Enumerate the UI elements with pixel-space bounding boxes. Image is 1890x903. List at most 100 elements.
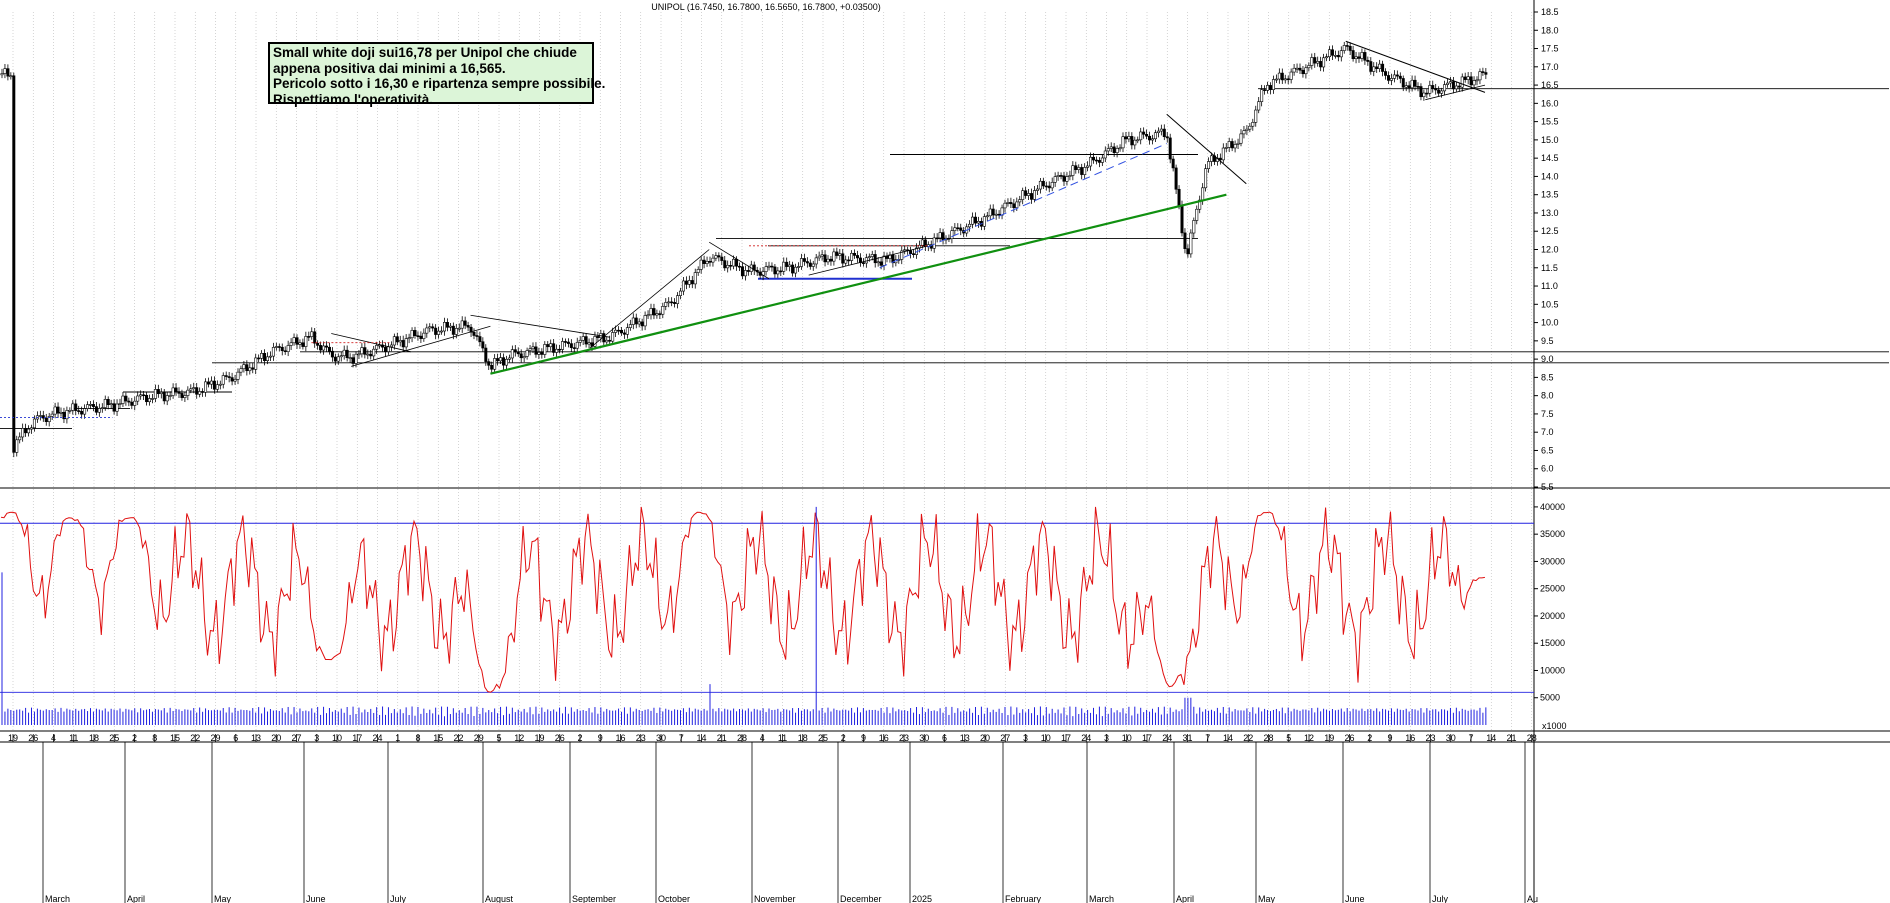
x-day-label: 31 xyxy=(1182,733,1192,743)
candle-body xyxy=(1257,101,1261,111)
x-day-label: 10 xyxy=(1122,733,1132,743)
candle-body xyxy=(295,337,299,345)
x-day-label: 8 xyxy=(152,733,157,743)
candle-body xyxy=(596,336,600,338)
candle-body xyxy=(1446,82,1450,85)
candle-body xyxy=(811,263,815,267)
candle-body xyxy=(248,367,252,372)
candle-body xyxy=(286,345,290,352)
candle-body xyxy=(192,387,196,390)
candle-body xyxy=(183,395,187,398)
x-month-label: September xyxy=(572,894,616,903)
candle-body xyxy=(153,389,157,399)
x-day-label: 4 xyxy=(760,733,765,743)
candle-body xyxy=(1325,56,1329,59)
candle-body xyxy=(1103,150,1107,159)
candle-body xyxy=(1041,180,1045,187)
x-month-label: July xyxy=(1432,894,1449,903)
x-day-label: 5 xyxy=(496,733,501,743)
candle-body xyxy=(814,257,818,265)
candle-body xyxy=(319,345,323,351)
x-day-label: 23 xyxy=(1425,733,1435,743)
candle-body xyxy=(186,389,190,396)
candle-body xyxy=(1251,122,1255,127)
candle-body xyxy=(569,343,573,348)
candle-body xyxy=(29,427,33,430)
x-day-label: 15 xyxy=(170,733,180,743)
y-tick-label: 10.5 xyxy=(1541,299,1559,309)
candle-body xyxy=(1269,85,1273,90)
annotation-line: Rispettiamo l'operatività. xyxy=(273,91,433,107)
candle-body xyxy=(1148,135,1152,141)
candle-body xyxy=(1443,84,1447,92)
candle-body xyxy=(720,256,724,261)
candle-body xyxy=(717,255,721,258)
candle-body xyxy=(1210,155,1214,162)
candle-body xyxy=(204,381,208,393)
candle-body xyxy=(581,336,585,341)
candle-body xyxy=(1086,165,1090,168)
candle-body xyxy=(481,341,485,349)
candle-body xyxy=(1153,132,1157,140)
candle-body xyxy=(345,349,349,359)
candle-body xyxy=(375,345,379,350)
candle-body xyxy=(1248,125,1252,130)
candle-body xyxy=(289,342,293,346)
candle-body xyxy=(227,376,231,378)
candle-body xyxy=(271,347,275,357)
candle-body xyxy=(1242,130,1246,135)
x-month-label: 2025 xyxy=(912,894,932,903)
candle-body xyxy=(86,404,90,409)
x-day-label: 10 xyxy=(1041,733,1051,743)
x-month-label: February xyxy=(1005,894,1042,903)
candle-body xyxy=(174,387,178,392)
candle-body xyxy=(791,264,795,274)
candle-body xyxy=(1387,75,1391,81)
candle-body xyxy=(475,335,479,337)
x-day-label: 10 xyxy=(332,733,342,743)
x-day-label: 30 xyxy=(1446,733,1456,743)
candle-body xyxy=(159,391,163,395)
candle-body xyxy=(802,258,806,262)
candle-body xyxy=(1156,130,1160,134)
candle-body xyxy=(351,357,355,364)
candle-body xyxy=(735,258,739,267)
candle-body xyxy=(1475,79,1479,82)
candle-body xyxy=(634,317,638,325)
x-month-label: June xyxy=(1345,894,1365,903)
candle-body xyxy=(956,227,960,230)
candle-body xyxy=(97,408,101,413)
candle-body xyxy=(1083,167,1087,175)
candle-body xyxy=(478,336,482,343)
x-day-label: 26 xyxy=(555,733,565,743)
x-day-label: 24 xyxy=(372,733,382,743)
candle-body xyxy=(667,301,671,304)
candle-body xyxy=(1074,165,1078,170)
candle-body xyxy=(410,330,414,339)
candle-body xyxy=(534,346,538,355)
candle-body xyxy=(127,400,131,403)
y-tick-label: 14.5 xyxy=(1541,153,1559,163)
trendline xyxy=(808,245,929,276)
candle-body xyxy=(1050,182,1054,189)
candle-body xyxy=(1431,85,1435,89)
candle-body xyxy=(442,322,446,332)
candle-body xyxy=(24,428,28,434)
trendline xyxy=(331,333,411,353)
candle-body xyxy=(1357,56,1361,59)
candle-body xyxy=(215,384,219,390)
chart-title: UNIPOL (16.7450, 16.7800, 16.5650, 16.78… xyxy=(651,2,881,12)
candle-body xyxy=(879,261,883,266)
candle-body xyxy=(1425,92,1429,95)
candle-body xyxy=(1030,193,1034,200)
candle-body xyxy=(714,255,718,259)
x-day-label: 17 xyxy=(1142,733,1152,743)
y-tick-label: 9.0 xyxy=(1541,354,1554,364)
annotation-line: Small white doji sui16,78 per Unipol che… xyxy=(273,45,577,60)
candle-body xyxy=(844,259,848,264)
candle-body xyxy=(1118,147,1122,150)
candle-body xyxy=(575,342,579,349)
candle-body xyxy=(413,330,417,336)
candle-body xyxy=(1044,185,1048,188)
candle-body xyxy=(233,379,237,382)
